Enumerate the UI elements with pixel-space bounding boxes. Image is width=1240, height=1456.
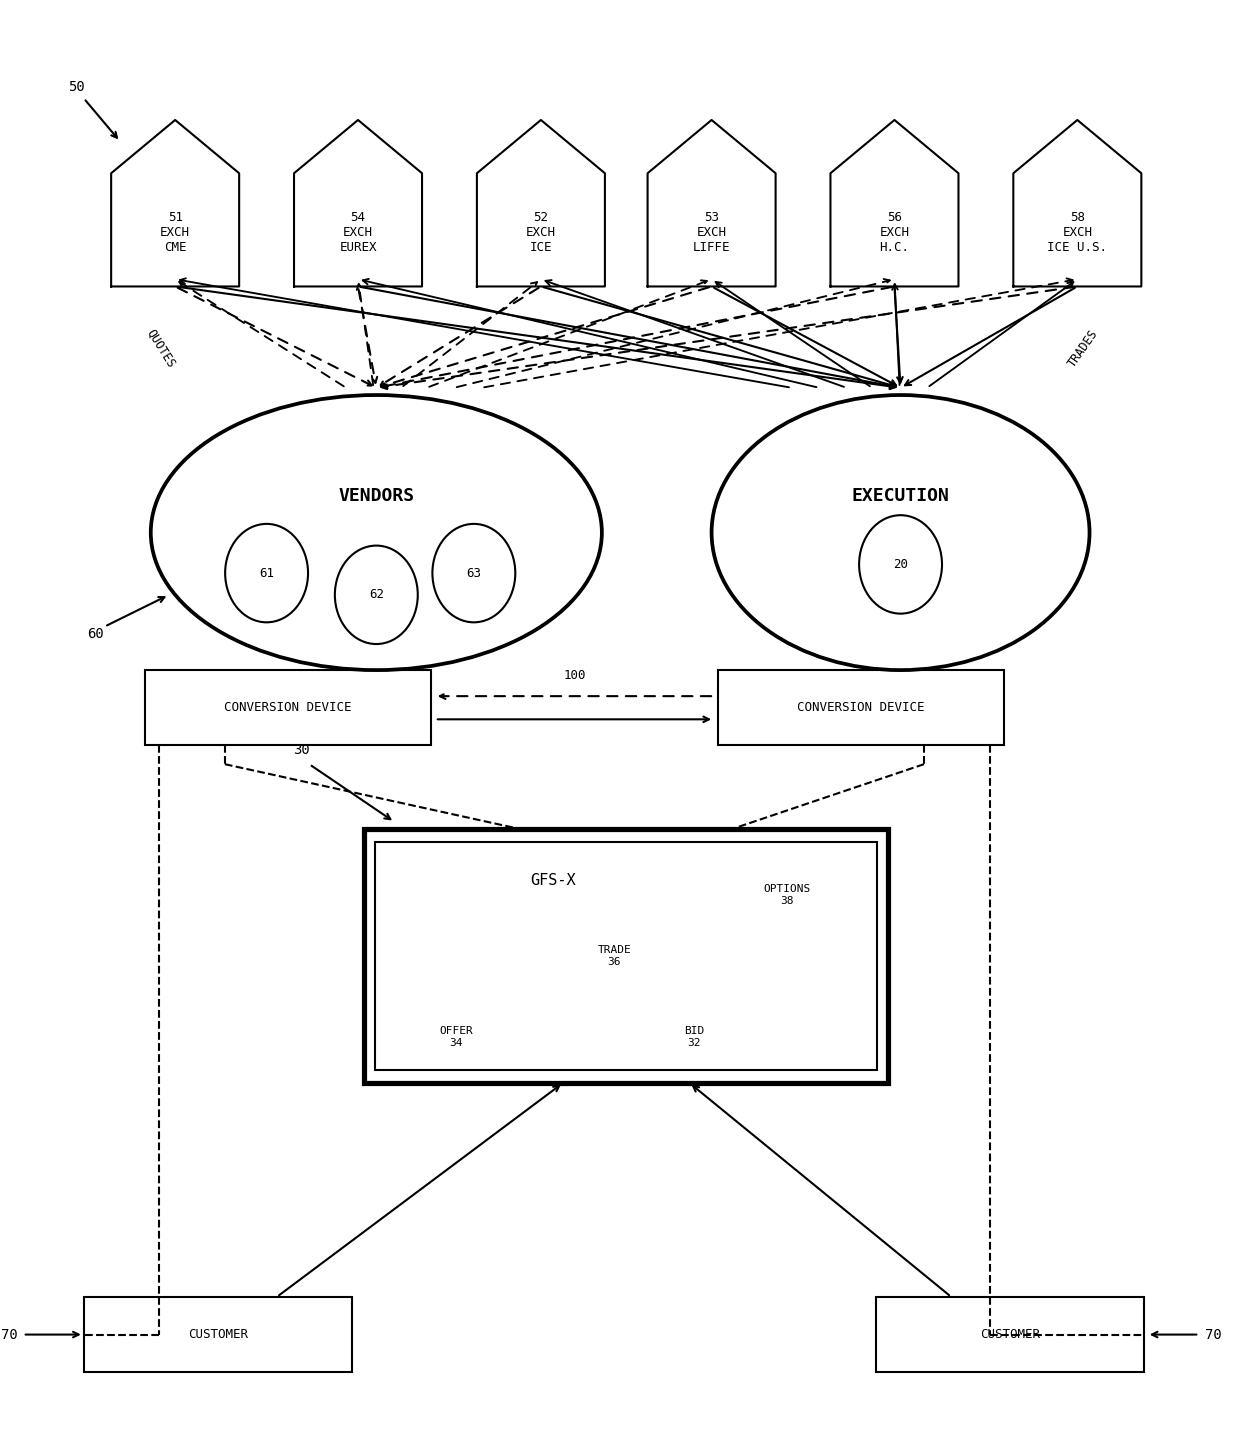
Text: 63: 63	[466, 566, 481, 579]
Text: 54
EXCH
EUREX: 54 EXCH EUREX	[340, 211, 377, 253]
Circle shape	[335, 546, 418, 644]
Text: CONVERSION DEVICE: CONVERSION DEVICE	[797, 702, 925, 715]
Bar	[84, 1297, 352, 1372]
Bar	[365, 830, 888, 1083]
Text: 53
EXCH
LIFFE: 53 EXCH LIFFE	[693, 211, 730, 253]
Text: 60: 60	[87, 628, 104, 641]
Text: CONVERSION DEVICE: CONVERSION DEVICE	[224, 702, 352, 715]
Text: VENDORS: VENDORS	[339, 488, 414, 505]
Circle shape	[226, 524, 308, 622]
Text: 70: 70	[1205, 1328, 1223, 1341]
Text: 51
EXCH
CME: 51 EXCH CME	[160, 211, 190, 253]
Bar	[708, 840, 868, 951]
Bar	[616, 999, 773, 1075]
Text: 70: 70	[1, 1328, 17, 1341]
Text: 20: 20	[893, 558, 908, 571]
Text: 61: 61	[259, 566, 274, 579]
Text: OPTIONS
38: OPTIONS 38	[764, 884, 811, 906]
Text: TRADES: TRADES	[1066, 328, 1101, 370]
Circle shape	[859, 515, 942, 613]
Bar	[374, 843, 878, 1070]
Text: 52
EXCH
ICE: 52 EXCH ICE	[526, 211, 556, 253]
Text: GFS-X: GFS-X	[529, 872, 575, 888]
Bar	[373, 999, 538, 1075]
Circle shape	[433, 524, 516, 622]
Text: OFFER
34: OFFER 34	[439, 1026, 472, 1048]
Bar	[145, 670, 432, 745]
Ellipse shape	[712, 395, 1090, 670]
Text: EXECUTION: EXECUTION	[852, 488, 950, 505]
Text: BID
32: BID 32	[684, 1026, 704, 1048]
Text: 62: 62	[368, 588, 384, 601]
Text: 58
EXCH
ICE U.S.: 58 EXCH ICE U.S.	[1048, 211, 1107, 253]
Text: CUSTOMER: CUSTOMER	[981, 1328, 1040, 1341]
Text: 30: 30	[294, 743, 310, 757]
Text: 56
EXCH
H.C.: 56 EXCH H.C.	[879, 211, 909, 253]
Text: QUOTES: QUOTES	[144, 328, 177, 370]
Text: 100: 100	[563, 668, 585, 681]
Bar	[877, 1297, 1145, 1372]
Ellipse shape	[151, 395, 601, 670]
Text: TRADE
36: TRADE 36	[598, 945, 631, 967]
Text: 50: 50	[68, 80, 84, 95]
Bar	[718, 670, 1004, 745]
Bar	[466, 913, 763, 999]
Text: CUSTOMER: CUSTOMER	[187, 1328, 248, 1341]
